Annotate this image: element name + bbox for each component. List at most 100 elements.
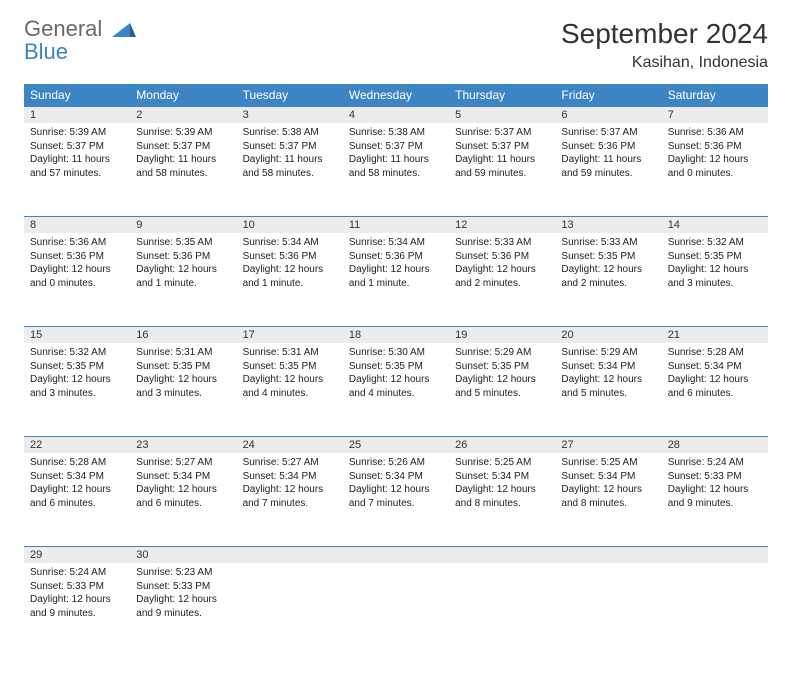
day-body-cell: Sunrise: 5:31 AMSunset: 5:35 PMDaylight:…: [237, 343, 343, 437]
daylight-text: Daylight: 12 hours and 2 minutes.: [455, 263, 549, 290]
day-number-cell: 23: [130, 437, 236, 454]
day-body-cell: Sunrise: 5:32 AMSunset: 5:35 PMDaylight:…: [24, 343, 130, 437]
sunset-text: Sunset: 5:33 PM: [136, 580, 230, 594]
daylight-text: Daylight: 12 hours and 9 minutes.: [30, 593, 124, 620]
weekday-header-row: Sunday Monday Tuesday Wednesday Thursday…: [24, 84, 768, 107]
day-body-cell: Sunrise: 5:39 AMSunset: 5:37 PMDaylight:…: [24, 123, 130, 217]
sunrise-text: Sunrise: 5:38 AM: [349, 126, 443, 140]
day-number-cell: [343, 547, 449, 564]
sunrise-text: Sunrise: 5:30 AM: [349, 346, 443, 360]
weekday-friday: Friday: [555, 84, 661, 107]
sunset-text: Sunset: 5:35 PM: [668, 250, 762, 264]
daylight-text: Daylight: 12 hours and 7 minutes.: [349, 483, 443, 510]
header-row: General Blue September 2024 Kasihan, Ind…: [24, 18, 768, 72]
day-number-cell: 17: [237, 327, 343, 344]
day-body-cell: Sunrise: 5:38 AMSunset: 5:37 PMDaylight:…: [237, 123, 343, 217]
sunset-text: Sunset: 5:35 PM: [561, 250, 655, 264]
day-body-cell: Sunrise: 5:35 AMSunset: 5:36 PMDaylight:…: [130, 233, 236, 327]
day-number-cell: 18: [343, 327, 449, 344]
sunset-text: Sunset: 5:36 PM: [668, 140, 762, 154]
sunrise-text: Sunrise: 5:35 AM: [136, 236, 230, 250]
sunset-text: Sunset: 5:36 PM: [136, 250, 230, 264]
daylight-text: Daylight: 12 hours and 7 minutes.: [243, 483, 337, 510]
daylight-text: Daylight: 12 hours and 4 minutes.: [243, 373, 337, 400]
daylight-text: Daylight: 12 hours and 9 minutes.: [668, 483, 762, 510]
day-number-cell: 21: [662, 327, 768, 344]
day-body-cell: Sunrise: 5:33 AMSunset: 5:36 PMDaylight:…: [449, 233, 555, 327]
sunrise-text: Sunrise: 5:33 AM: [455, 236, 549, 250]
brand-general: General: [24, 16, 102, 41]
logo-triangle-icon: [112, 19, 136, 41]
weekday-monday: Monday: [130, 84, 236, 107]
sunrise-text: Sunrise: 5:32 AM: [668, 236, 762, 250]
day-number-cell: 6: [555, 107, 661, 124]
sunset-text: Sunset: 5:35 PM: [30, 360, 124, 374]
daylight-text: Daylight: 12 hours and 4 minutes.: [349, 373, 443, 400]
daylight-text: Daylight: 11 hours and 57 minutes.: [30, 153, 124, 180]
day-body-cell: Sunrise: 5:29 AMSunset: 5:34 PMDaylight:…: [555, 343, 661, 437]
sunrise-text: Sunrise: 5:32 AM: [30, 346, 124, 360]
day-number-cell: 30: [130, 547, 236, 564]
sunset-text: Sunset: 5:33 PM: [668, 470, 762, 484]
sunrise-text: Sunrise: 5:25 AM: [455, 456, 549, 470]
day-number-cell: 26: [449, 437, 555, 454]
day-number-cell: [555, 547, 661, 564]
sunset-text: Sunset: 5:35 PM: [136, 360, 230, 374]
sunrise-text: Sunrise: 5:27 AM: [136, 456, 230, 470]
sunset-text: Sunset: 5:34 PM: [136, 470, 230, 484]
day-body-cell: Sunrise: 5:25 AMSunset: 5:34 PMDaylight:…: [555, 453, 661, 547]
sunrise-text: Sunrise: 5:29 AM: [561, 346, 655, 360]
sunrise-text: Sunrise: 5:29 AM: [455, 346, 549, 360]
month-title: September 2024: [561, 18, 768, 50]
calendar-page: General Blue September 2024 Kasihan, Ind…: [0, 0, 792, 674]
title-block: September 2024 Kasihan, Indonesia: [561, 18, 768, 72]
sunset-text: Sunset: 5:34 PM: [243, 470, 337, 484]
sunrise-text: Sunrise: 5:27 AM: [243, 456, 337, 470]
sunset-text: Sunset: 5:34 PM: [349, 470, 443, 484]
day-number-cell: 28: [662, 437, 768, 454]
weekday-sunday: Sunday: [24, 84, 130, 107]
sunset-text: Sunset: 5:36 PM: [561, 140, 655, 154]
sunrise-text: Sunrise: 5:34 AM: [349, 236, 443, 250]
sunrise-text: Sunrise: 5:37 AM: [455, 126, 549, 140]
day-body-cell: Sunrise: 5:28 AMSunset: 5:34 PMDaylight:…: [24, 453, 130, 547]
day-body-cell: Sunrise: 5:24 AMSunset: 5:33 PMDaylight:…: [662, 453, 768, 547]
day-body-cell: [237, 563, 343, 656]
day-number-cell: 1: [24, 107, 130, 124]
daylight-text: Daylight: 12 hours and 5 minutes.: [455, 373, 549, 400]
daylight-text: Daylight: 12 hours and 6 minutes.: [30, 483, 124, 510]
sunset-text: Sunset: 5:34 PM: [561, 360, 655, 374]
sunset-text: Sunset: 5:37 PM: [349, 140, 443, 154]
day-body-cell: Sunrise: 5:28 AMSunset: 5:34 PMDaylight:…: [662, 343, 768, 437]
sunset-text: Sunset: 5:34 PM: [30, 470, 124, 484]
day-number-row: 22232425262728: [24, 437, 768, 454]
day-body-cell: Sunrise: 5:25 AMSunset: 5:34 PMDaylight:…: [449, 453, 555, 547]
daylight-text: Daylight: 12 hours and 1 minute.: [136, 263, 230, 290]
daylight-text: Daylight: 12 hours and 6 minutes.: [136, 483, 230, 510]
day-body-cell: Sunrise: 5:34 AMSunset: 5:36 PMDaylight:…: [237, 233, 343, 327]
weekday-saturday: Saturday: [662, 84, 768, 107]
day-body-cell: Sunrise: 5:32 AMSunset: 5:35 PMDaylight:…: [662, 233, 768, 327]
sunset-text: Sunset: 5:36 PM: [349, 250, 443, 264]
day-number-cell: 27: [555, 437, 661, 454]
sunrise-text: Sunrise: 5:28 AM: [668, 346, 762, 360]
day-body-cell: Sunrise: 5:23 AMSunset: 5:33 PMDaylight:…: [130, 563, 236, 656]
daylight-text: Daylight: 12 hours and 5 minutes.: [561, 373, 655, 400]
day-number-cell: 14: [662, 217, 768, 234]
sunset-text: Sunset: 5:37 PM: [455, 140, 549, 154]
daylight-text: Daylight: 12 hours and 2 minutes.: [561, 263, 655, 290]
day-number-cell: 11: [343, 217, 449, 234]
sunrise-text: Sunrise: 5:26 AM: [349, 456, 443, 470]
sunset-text: Sunset: 5:36 PM: [243, 250, 337, 264]
brand-logo: General Blue: [24, 18, 136, 63]
day-number-cell: 19: [449, 327, 555, 344]
sunset-text: Sunset: 5:35 PM: [349, 360, 443, 374]
day-body-cell: Sunrise: 5:34 AMSunset: 5:36 PMDaylight:…: [343, 233, 449, 327]
sunset-text: Sunset: 5:37 PM: [30, 140, 124, 154]
daylight-text: Daylight: 12 hours and 8 minutes.: [455, 483, 549, 510]
sunset-text: Sunset: 5:36 PM: [30, 250, 124, 264]
day-body-cell: Sunrise: 5:30 AMSunset: 5:35 PMDaylight:…: [343, 343, 449, 437]
sunrise-text: Sunrise: 5:31 AM: [243, 346, 337, 360]
day-body-row: Sunrise: 5:36 AMSunset: 5:36 PMDaylight:…: [24, 233, 768, 327]
sunset-text: Sunset: 5:34 PM: [668, 360, 762, 374]
